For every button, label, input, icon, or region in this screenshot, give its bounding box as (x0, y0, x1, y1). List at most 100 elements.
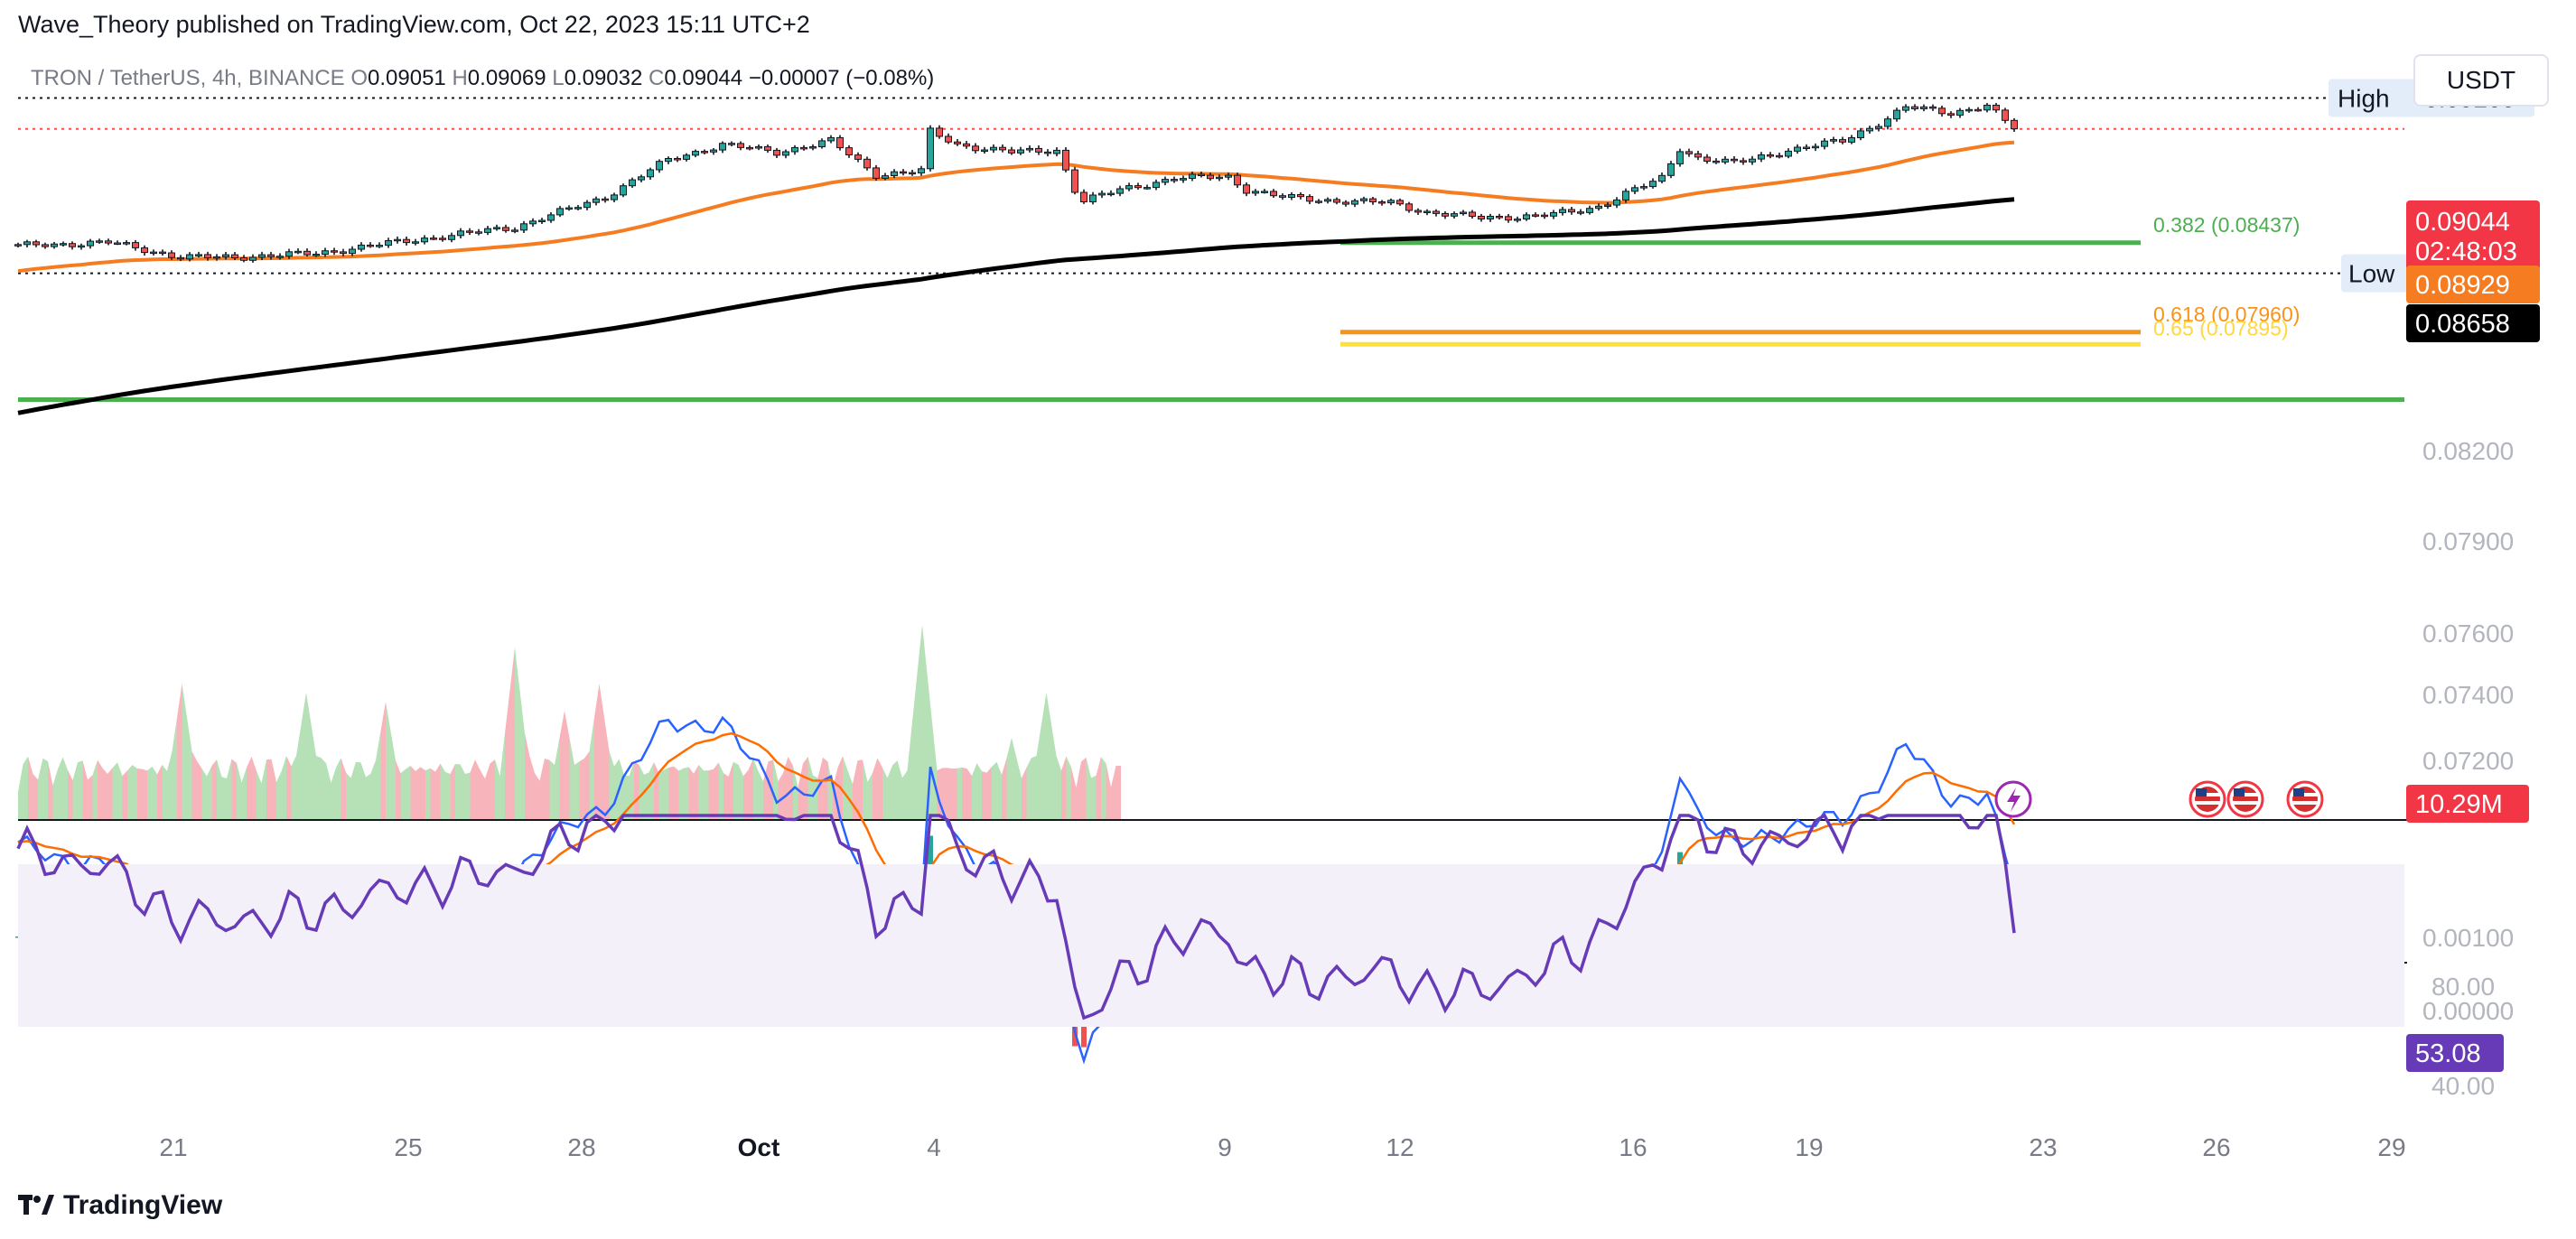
volume-bar (117, 762, 123, 819)
volume-bar (415, 767, 421, 819)
candle-up (1794, 146, 1801, 152)
candle-up (1857, 130, 1864, 138)
candle-down (1243, 184, 1250, 194)
volume-bar (58, 757, 63, 819)
candle-up (1261, 191, 1268, 193)
legend-high-value: 0.09069 (468, 66, 546, 90)
volume-bar (654, 761, 659, 819)
candle-down (204, 254, 211, 258)
us-flag-stripe (2292, 801, 2318, 805)
candle-up (1884, 118, 1891, 127)
us-flag-stripe (2195, 793, 2220, 796)
volume-bar (1106, 763, 1111, 819)
volume-bar (380, 702, 386, 819)
volume-bar (783, 757, 789, 819)
volume-bar (867, 773, 873, 819)
candle-up (547, 214, 555, 221)
candles[interactable] (14, 103, 2018, 263)
volume-bar (350, 761, 356, 819)
volume-bar (386, 702, 391, 819)
volume-bar (92, 759, 98, 819)
candle-up (1722, 158, 1729, 163)
candle-up (1487, 216, 1494, 219)
volume-bar (1086, 757, 1091, 819)
volume-bar (976, 763, 982, 819)
candle-up (322, 250, 329, 256)
candle-down (873, 167, 880, 179)
volume-bar (932, 722, 938, 819)
candle-up (222, 254, 229, 257)
legend-low-label: L (552, 66, 564, 90)
volume-bar (341, 758, 346, 819)
candle-up (827, 136, 835, 142)
candle-down (863, 158, 871, 169)
candle-up (1965, 108, 1973, 112)
candle-up (276, 256, 284, 258)
candle-up (1216, 176, 1223, 180)
volume-bar (286, 756, 292, 819)
volume-bar (708, 769, 714, 819)
candle-up (927, 127, 934, 170)
candle-up (990, 146, 997, 151)
ema-short-tag-bg (2406, 266, 2540, 303)
volume-bar (1056, 756, 1061, 819)
volume-bar (18, 764, 23, 819)
volume-bar (773, 759, 779, 819)
volume-area (18, 625, 1121, 819)
event-flags[interactable] (1994, 780, 2324, 818)
candle-down (331, 250, 338, 253)
rsi-band (18, 864, 2404, 1027)
volume-bar (743, 769, 749, 819)
candle-down (367, 244, 374, 247)
tradingview-brand[interactable]: TradingView (18, 1190, 222, 1221)
candle-up (51, 243, 58, 247)
candle-up (1387, 200, 1395, 204)
volume-bar (674, 766, 679, 819)
candle-up (484, 228, 491, 233)
candle-up (1514, 219, 1521, 221)
rsi-line (16, 813, 2016, 1020)
volume-bar (986, 767, 992, 819)
candle-up (213, 256, 220, 259)
candle-up (1252, 191, 1259, 194)
candle-down (1947, 113, 1955, 116)
price-tick-label: 0.07200 (2422, 747, 2514, 775)
volume-bar (430, 768, 435, 819)
candle-down (1713, 160, 1720, 163)
current-price-tag-bg (2406, 200, 2540, 271)
volume-bar (843, 756, 848, 819)
candle-down (1929, 106, 1937, 109)
volume-bar (281, 756, 286, 819)
volume-bar (942, 768, 947, 819)
volume-bar (733, 761, 739, 819)
currency-button[interactable]: USDT (2413, 54, 2549, 107)
candle-down (69, 243, 76, 247)
candle-down (602, 198, 609, 201)
candle-down (1405, 203, 1413, 211)
volume-bar (221, 777, 227, 819)
candle-down (701, 151, 708, 154)
time-tick-label: 19 (1795, 1133, 1823, 1161)
candle-down (1442, 212, 1449, 217)
volume-bar (499, 733, 505, 819)
low-tag-label: Low (2348, 260, 2395, 288)
volume-bar (390, 731, 396, 819)
volume-bar (425, 768, 431, 819)
volume-bar (748, 758, 753, 819)
legend-open-label: O (350, 66, 368, 90)
volume-bar (1115, 766, 1121, 819)
candle-up (1758, 154, 1765, 160)
candle-up (1180, 178, 1187, 181)
macd-tick-label: 0.00000 (2422, 997, 2514, 1025)
volume-bar (82, 760, 88, 819)
candle-up (1830, 139, 1837, 142)
volume-bar (996, 761, 1002, 819)
volume-bar (664, 767, 669, 819)
time-axis[interactable]: 21 25 28 Oct 4 9 12 16 19 23 26 29 (159, 1133, 2405, 1161)
candle-up (520, 223, 527, 231)
candle-up (1676, 151, 1684, 164)
volume-bar (778, 773, 783, 819)
volume-bar (301, 693, 306, 819)
volume-bar (614, 759, 620, 819)
